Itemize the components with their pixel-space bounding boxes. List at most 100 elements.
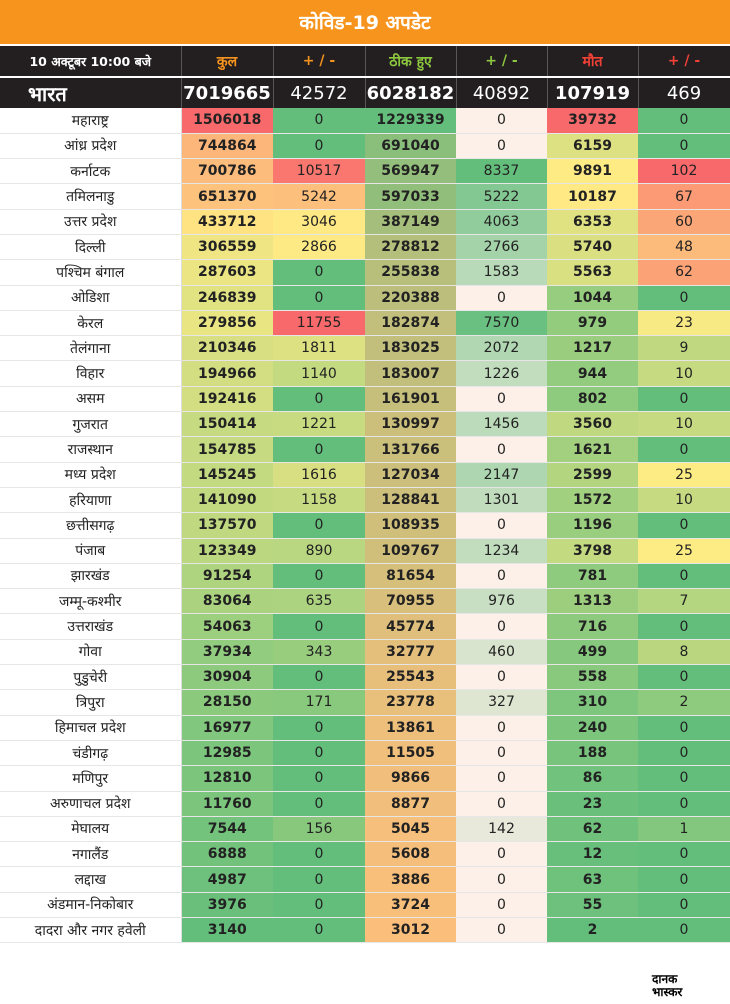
cell-deaths-change: 0 bbox=[638, 765, 730, 792]
logo-line-2: भास्कर bbox=[652, 985, 683, 999]
cell-deaths-change: 9 bbox=[638, 335, 730, 362]
cell-deaths: 1044 bbox=[547, 285, 638, 311]
cell-total-change: 0 bbox=[273, 133, 365, 160]
cell-deaths-change: 0 bbox=[638, 512, 730, 539]
state-name: असम bbox=[0, 386, 182, 413]
cell-recovered-change: 2072 bbox=[456, 335, 547, 362]
cell-deaths-change: 0 bbox=[638, 436, 730, 463]
table-row: पश्चिम बंगाल 287603 0 255838 1583 5563 62 bbox=[0, 259, 730, 286]
cell-recovered-change: 8337 bbox=[456, 158, 547, 185]
total-cell-recovered-change: 40892 bbox=[456, 76, 548, 108]
cell-recovered-change: 5222 bbox=[456, 183, 547, 210]
cell-total-change: 0 bbox=[273, 613, 365, 640]
cell-deaths: 6353 bbox=[547, 209, 638, 235]
cell-recovered-change: 0 bbox=[456, 613, 547, 640]
cell-deaths: 10187 bbox=[547, 183, 638, 210]
cell-total-change: 0 bbox=[273, 664, 365, 691]
cell-total: 91254 bbox=[181, 563, 273, 590]
cell-total: 83064 bbox=[181, 588, 273, 615]
state-name: पश्चिम बंगाल bbox=[0, 259, 182, 286]
cell-total-change: 0 bbox=[273, 791, 365, 817]
cell-recovered-change: 2766 bbox=[456, 234, 547, 261]
total-cell-total-change: 42572 bbox=[273, 76, 366, 108]
state-name: विहार bbox=[0, 360, 182, 387]
cell-total-change: 10517 bbox=[273, 158, 365, 185]
cell-recovered: 220388 bbox=[365, 285, 456, 311]
column-header-recovered-change: + / - bbox=[456, 46, 548, 77]
table-row: दादरा और नगर हवेली 3140 0 3012 0 2 0 bbox=[0, 917, 730, 944]
cell-recovered: 32777 bbox=[365, 639, 456, 666]
cell-total: 279856 bbox=[181, 310, 273, 337]
state-name: हरियाणा bbox=[0, 487, 182, 514]
cell-total-change: 5242 bbox=[273, 183, 365, 210]
state-name: अरुणाचल प्रदेश bbox=[0, 791, 182, 817]
state-name: केरल bbox=[0, 310, 182, 337]
state-name: झारखंड bbox=[0, 563, 182, 590]
cell-total-change: 0 bbox=[273, 259, 365, 286]
cell-recovered-change: 4063 bbox=[456, 209, 547, 235]
table-row: आंध्र प्रदेश 744864 0 691040 0 6159 0 bbox=[0, 133, 730, 160]
cell-deaths-change: 0 bbox=[638, 664, 730, 691]
state-name: पंजाब bbox=[0, 538, 182, 564]
table-row: तेलंगाना 210346 1811 183025 2072 1217 9 bbox=[0, 335, 730, 362]
cell-deaths-change: 48 bbox=[638, 234, 730, 261]
cell-recovered-change: 1456 bbox=[456, 411, 547, 438]
table-row: तमिलनाडु 651370 5242 597033 5222 10187 67 bbox=[0, 183, 730, 210]
cell-recovered: 108935 bbox=[365, 512, 456, 539]
cell-deaths: 310 bbox=[547, 689, 638, 716]
state-name: मणिपुर bbox=[0, 765, 182, 792]
cell-deaths: 6159 bbox=[547, 133, 638, 160]
cell-total-change: 11755 bbox=[273, 310, 365, 337]
cell-total-change: 0 bbox=[273, 285, 365, 311]
cell-recovered: 183025 bbox=[365, 335, 456, 362]
cell-total: 700786 bbox=[181, 158, 273, 185]
cell-deaths-change: 67 bbox=[638, 183, 730, 210]
column-header-deaths: मौत bbox=[547, 46, 639, 77]
cell-deaths-change: 23 bbox=[638, 310, 730, 337]
state-name: पुडुचेरी bbox=[0, 664, 182, 691]
cell-deaths: 2599 bbox=[547, 462, 638, 488]
table-row: उत्तर प्रदेश 433712 3046 387149 4063 6353 60 bbox=[0, 209, 730, 235]
cell-total: 192416 bbox=[181, 386, 273, 413]
cell-deaths: 86 bbox=[547, 765, 638, 792]
cell-total: 12810 bbox=[181, 765, 273, 792]
cell-recovered-change: 1234 bbox=[456, 538, 547, 564]
cell-recovered: 569947 bbox=[365, 158, 456, 185]
cell-recovered: 131766 bbox=[365, 436, 456, 463]
cell-deaths: 55 bbox=[547, 892, 638, 919]
cell-deaths-change: 25 bbox=[638, 462, 730, 488]
cell-deaths-change: 0 bbox=[638, 613, 730, 640]
cell-deaths: 5740 bbox=[547, 234, 638, 261]
cell-recovered: 1229339 bbox=[365, 108, 456, 134]
cell-recovered-change: 0 bbox=[456, 892, 547, 919]
cell-recovered: 5045 bbox=[365, 816, 456, 843]
cell-recovered: 25543 bbox=[365, 664, 456, 691]
cell-deaths-change: 10 bbox=[638, 487, 730, 514]
cell-total: 150414 bbox=[181, 411, 273, 438]
cell-deaths-change: 0 bbox=[638, 386, 730, 413]
cell-deaths: 3798 bbox=[547, 538, 638, 564]
cell-total-change: 0 bbox=[273, 892, 365, 919]
table-row: महाराष्ट्र 1506018 0 1229339 0 39732 0 bbox=[0, 108, 730, 134]
cell-total-change: 2866 bbox=[273, 234, 365, 261]
state-name: तेलंगाना bbox=[0, 335, 182, 362]
cell-total: 651370 bbox=[181, 183, 273, 210]
cell-deaths: 62 bbox=[547, 816, 638, 843]
cell-deaths: 1621 bbox=[547, 436, 638, 463]
state-name: नगालैंड bbox=[0, 841, 182, 868]
table-row: विहार 194966 1140 183007 1226 944 10 bbox=[0, 360, 730, 387]
total-row: भारत 7019665 42572 6028182 40892 107919 … bbox=[0, 76, 730, 108]
cell-deaths-change: 0 bbox=[638, 563, 730, 590]
table-row: असम 192416 0 161901 0 802 0 bbox=[0, 386, 730, 413]
cell-total-change: 0 bbox=[273, 715, 365, 741]
cell-deaths: 240 bbox=[547, 715, 638, 741]
state-name: राजस्थान bbox=[0, 436, 182, 463]
cell-total: 7544 bbox=[181, 816, 273, 843]
state-name: दिल्ली bbox=[0, 234, 182, 261]
table-row: हिमाचल प्रदेश 16977 0 13861 0 240 0 bbox=[0, 715, 730, 741]
cell-total: 12985 bbox=[181, 740, 273, 767]
cell-recovered-change: 0 bbox=[456, 436, 547, 463]
cell-deaths: 188 bbox=[547, 740, 638, 767]
cell-recovered: 387149 bbox=[365, 209, 456, 235]
cell-total: 137570 bbox=[181, 512, 273, 539]
